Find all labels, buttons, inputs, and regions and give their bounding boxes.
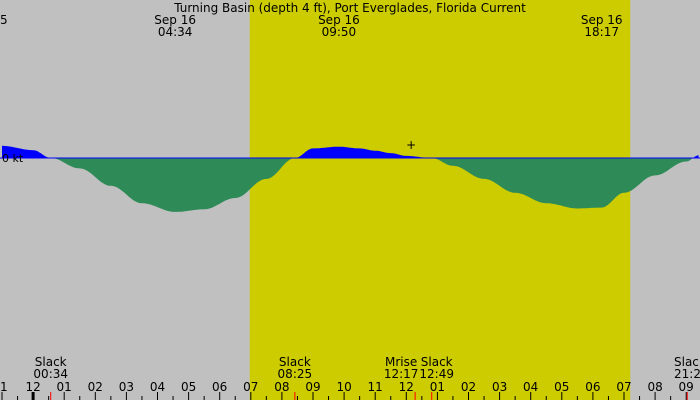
x-tick-label-1: 12 [25, 380, 40, 394]
x-hour-axis: 1 12 01 02 03 04 05 06 07 08 09 10 11 12 01 02 03 04 05 06 0… [0, 380, 694, 400]
event-label-2: Mrise [385, 355, 417, 369]
flood-area-2 [295, 146, 432, 158]
event-label-0: Slack [35, 355, 67, 369]
event-labels: Slack00:34Slack08:25Mrise12:17Slack12:49… [33, 355, 700, 381]
event-time-4: 21:2 [674, 367, 700, 381]
x-tick-label-3: 02 [88, 380, 103, 394]
event-label-4: Slac [674, 355, 699, 369]
x-tick-label-19: 06 [585, 380, 600, 394]
x-tick-label-6: 05 [181, 380, 196, 394]
flood-area-0 [2, 145, 51, 158]
top-label-date-3: Sep 16 [581, 13, 623, 27]
x-tick-label-2: 01 [57, 380, 72, 394]
event-time-1: 08:25 [278, 367, 313, 381]
x-tick-label-18: 05 [554, 380, 569, 394]
top-label-time-1: 04:34 [158, 25, 193, 39]
x-tick-label-8: 07 [243, 380, 258, 394]
zero-axis-label: 0 kt [2, 152, 24, 165]
event-label-1: Slack [279, 355, 311, 369]
top-label-date-2: Sep 16 [318, 13, 360, 27]
x-tick-label-15: 02 [461, 380, 476, 394]
top-label-time-2: 09:50 [322, 25, 357, 39]
flood-area-4 [693, 155, 699, 158]
x-tick-label-12: 11 [368, 380, 383, 394]
event-label-3: Slack [421, 355, 453, 369]
ebb-area-1 [50, 158, 295, 212]
chart-title: Turning Basin (depth 4 ft), Port Evergla… [173, 1, 526, 15]
current-areas [2, 145, 699, 212]
x-tick-label-22: 09 [679, 380, 694, 394]
x-tick-label-4: 03 [119, 380, 134, 394]
x-tick-label-13: 12 [399, 380, 414, 394]
top-label-date-0: 5 [0, 13, 8, 27]
x-tick-label-0: 1 [0, 380, 8, 394]
top-label-time-3: 18:17 [584, 25, 619, 39]
x-tick-label-16: 03 [492, 380, 507, 394]
x-tick-label-9: 08 [274, 380, 289, 394]
x-tick-label-5: 04 [150, 380, 165, 394]
x-tick-label-7: 06 [212, 380, 227, 394]
x-tick-label-11: 10 [336, 380, 351, 394]
event-time-2: 12:17 [384, 367, 419, 381]
ebb-area-3 [431, 158, 693, 209]
x-tick-label-14: 01 [430, 380, 445, 394]
x-tick-label-10: 09 [305, 380, 320, 394]
event-time-0: 00:34 [33, 367, 68, 381]
top-label-date-1: Sep 16 [154, 13, 196, 27]
x-tick-label-17: 04 [523, 380, 538, 394]
event-time-3: 12:49 [419, 367, 454, 381]
x-tick-label-21: 08 [647, 380, 662, 394]
x-tick-label-20: 07 [616, 380, 631, 394]
moonrise-plus-marker: + [406, 138, 416, 152]
